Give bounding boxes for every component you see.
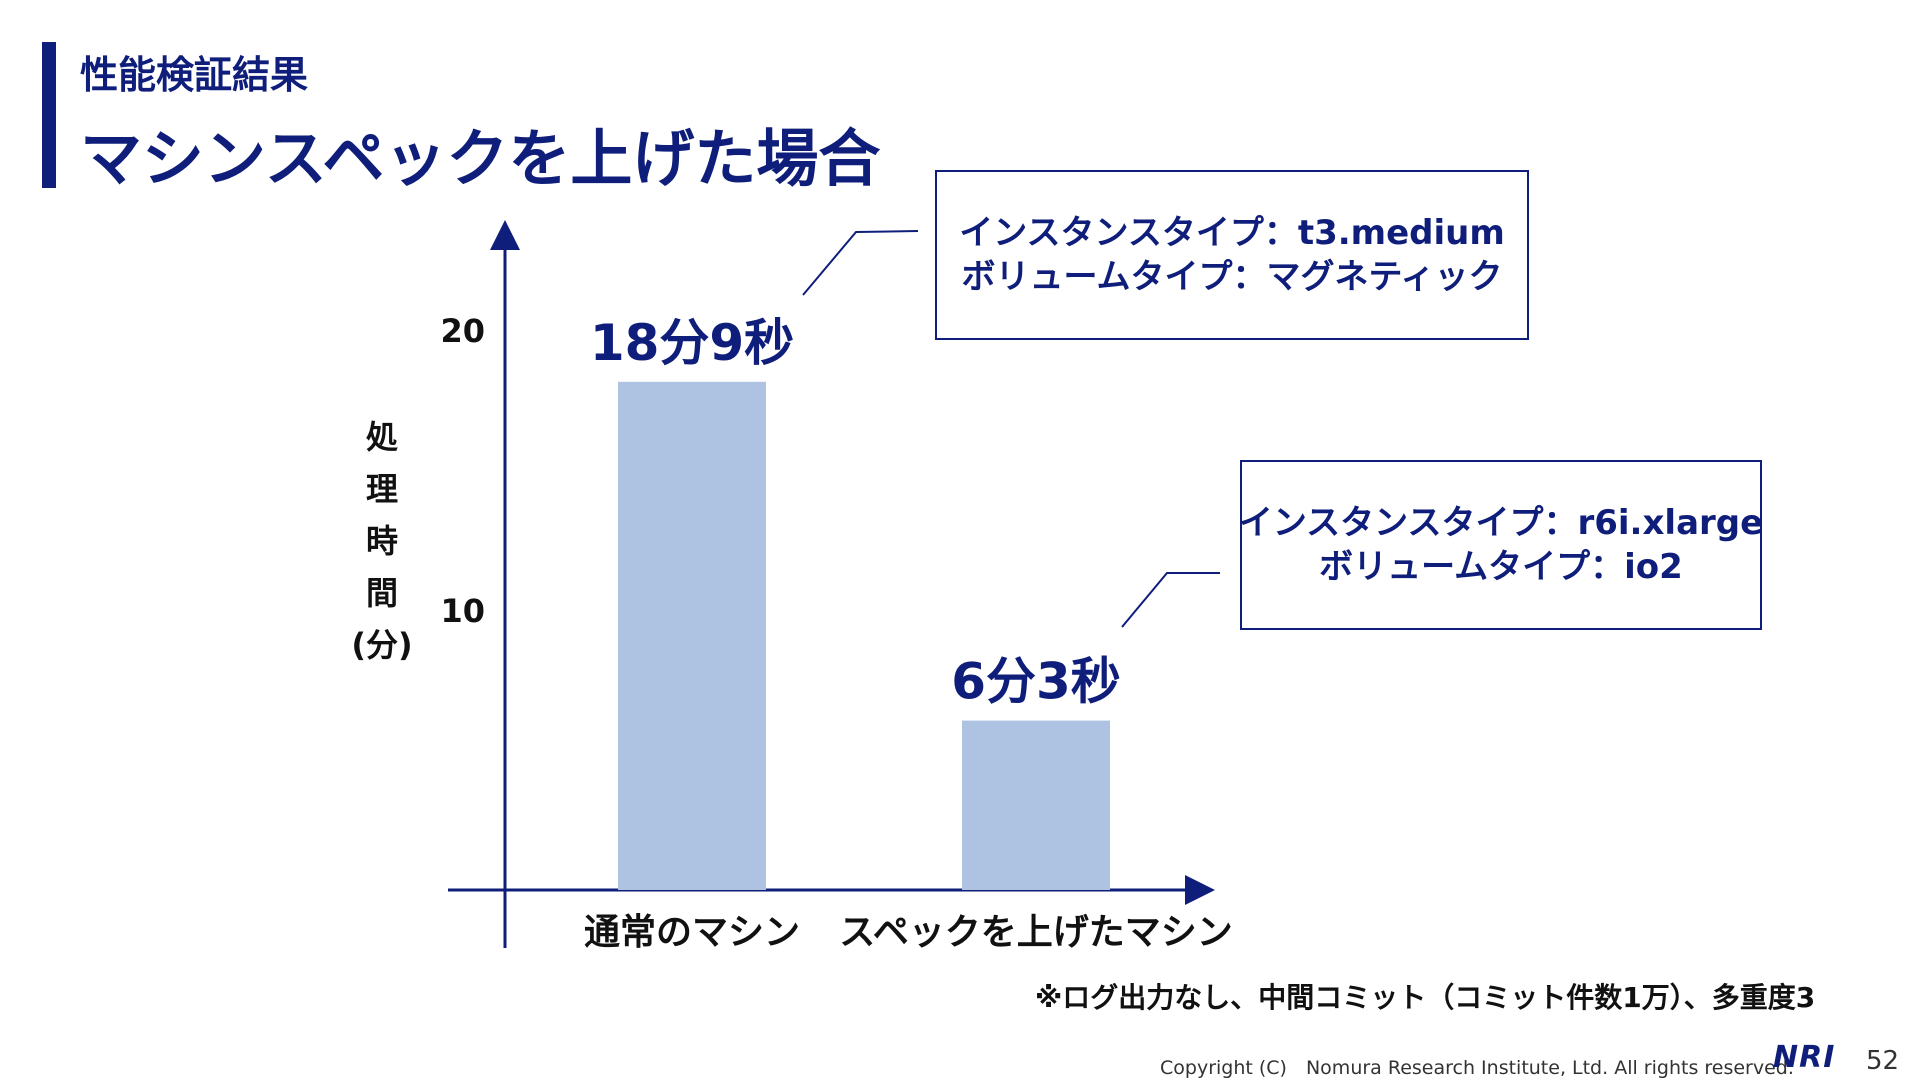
- bar-2: [962, 720, 1110, 890]
- spec-box-normal: インスタンスタイプ：t3.medium ボリュームタイプ：マグネティック: [935, 170, 1529, 340]
- spec-instance-type-upgraded: インスタンスタイプ：r6i.xlarge: [1238, 502, 1764, 543]
- bar-value-label-1: 18分9秒: [590, 314, 794, 372]
- y-tick-label-20: 20: [440, 312, 485, 350]
- bar-value-label-2: 6分3秒: [951, 653, 1121, 711]
- callout-line-1: [802, 230, 919, 296]
- spec-volume-type-normal: ボリュームタイプ：マグネティック: [961, 257, 1503, 297]
- footnote: ※ログ出力なし、中間コミット（コミット件数1万）、多重度3: [1035, 981, 1816, 1014]
- spec-instance-type-normal: インスタンスタイプ：t3.medium: [959, 212, 1505, 253]
- copyright-text: Copyright (C) Nomura Research Institute,…: [1160, 1057, 1794, 1079]
- callout-line-2: [1121, 572, 1220, 628]
- y-axis-label-part-2: 理: [366, 470, 398, 508]
- spec-volume-type-upgraded: ボリュームタイプ：io2: [1319, 547, 1683, 587]
- category-label-1: 通常のマシン: [584, 912, 800, 953]
- slide-title: マシンスペックを上げた場合: [80, 122, 881, 195]
- bar-1: [618, 381, 766, 890]
- page-number: 52: [1866, 1046, 1900, 1076]
- spec-box-upgraded: インスタンスタイプ：r6i.xlarge ボリュームタイプ：io2: [1238, 460, 1764, 630]
- y-axis-label-part-4: 間: [366, 574, 398, 612]
- title-accent-bar: [42, 42, 56, 188]
- section-title: 性能検証結果: [80, 53, 309, 97]
- y-tick-label-10: 10: [440, 592, 485, 630]
- y-axis-label-part-1: 処: [366, 418, 398, 456]
- y-axis-label-part-5: (分): [351, 626, 412, 664]
- category-label-2: スペックを上げたマシン: [839, 912, 1232, 953]
- y-axis-label-part-3: 時: [366, 522, 398, 560]
- nri-logo: NRI: [1773, 1040, 1836, 1075]
